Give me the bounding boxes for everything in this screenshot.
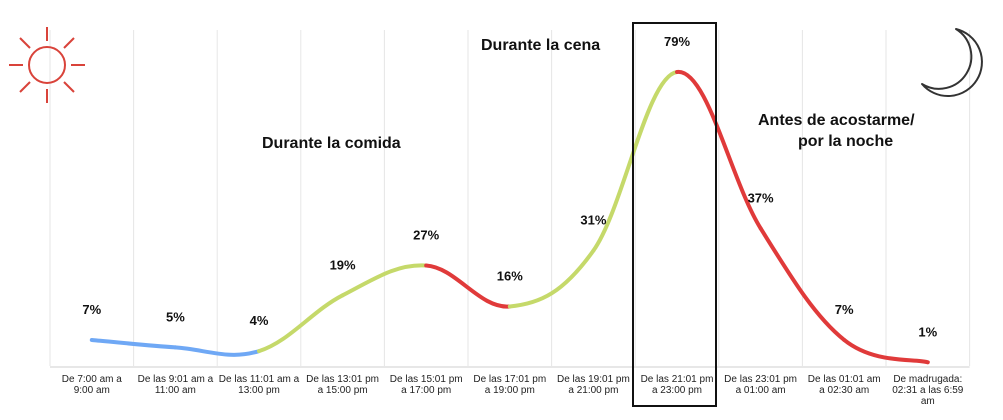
x-tick-label: De las 17:01 pm a 19:00 pm — [473, 374, 546, 396]
moon-icon — [921, 28, 983, 98]
data-label: 27% — [413, 228, 439, 243]
line-segment — [675, 70, 763, 231]
line-segment — [842, 337, 930, 365]
data-label: 5% — [166, 309, 185, 324]
line-segment — [591, 70, 679, 253]
x-tick-label: De las 19:01 pm a 21:00 pm — [557, 374, 630, 396]
line-segment — [340, 263, 429, 298]
data-label: 37% — [748, 190, 774, 205]
annotation-cena: Durante la cena — [481, 37, 601, 54]
x-tick-label: De las 9:01 am a 11:00 am — [138, 374, 214, 396]
data-label: 16% — [497, 268, 523, 283]
data-label: 79% — [664, 34, 690, 49]
annotation-noche-line2: por la noche — [798, 133, 894, 150]
line-segment — [257, 293, 345, 354]
gridlines — [49, 30, 971, 368]
x-tick-label: De las 23:01 pm a 01:00 am — [724, 374, 797, 396]
data-label: 1% — [918, 324, 937, 339]
line-segment — [424, 263, 512, 309]
line-segment — [507, 248, 596, 309]
data-label: 31% — [580, 213, 606, 228]
data-label: 4% — [250, 313, 269, 328]
data-labels: 7% 5% 4% 19% 27% 16% 31% 79% 37% 7% 1% — [82, 34, 937, 339]
sun-icon — [9, 27, 85, 103]
data-label: 7% — [835, 302, 854, 317]
x-tick-label: De las 11:01 am a 13:00 pm — [219, 374, 300, 396]
annotation-noche: Antes de acostarme/ por la noche — [758, 110, 938, 152]
x-tick-label: De las 13:01 pm a 15:00 pm — [306, 374, 379, 396]
x-axis-ticks: De 7:00 am a 9:00 am De las 9:01 am a 11:00… — [62, 374, 964, 407]
data-label: 19% — [330, 257, 356, 272]
line-segment — [89, 337, 178, 350]
x-tick-label: De las 15:01 pm a 17:00 pm — [390, 374, 463, 396]
annotation-comida: Durante la comida — [262, 135, 401, 152]
x-tick-label: De las 21:01 pm a 23:00 pm — [641, 374, 714, 396]
line-segment — [758, 226, 847, 342]
annotation-noche-line1: Antes de acostarme/ — [758, 112, 915, 129]
data-line — [89, 70, 930, 365]
x-tick-label: De 7:00 am a 9:00 am — [62, 374, 122, 396]
x-tick-label: De las 01:01 am a 02:30 am — [808, 374, 881, 396]
x-tick-label: De madrugada: 02:31 a las 6:59 am — [892, 374, 964, 407]
data-label: 7% — [82, 302, 101, 317]
line-segment — [173, 345, 261, 357]
highlight-box — [632, 22, 717, 407]
